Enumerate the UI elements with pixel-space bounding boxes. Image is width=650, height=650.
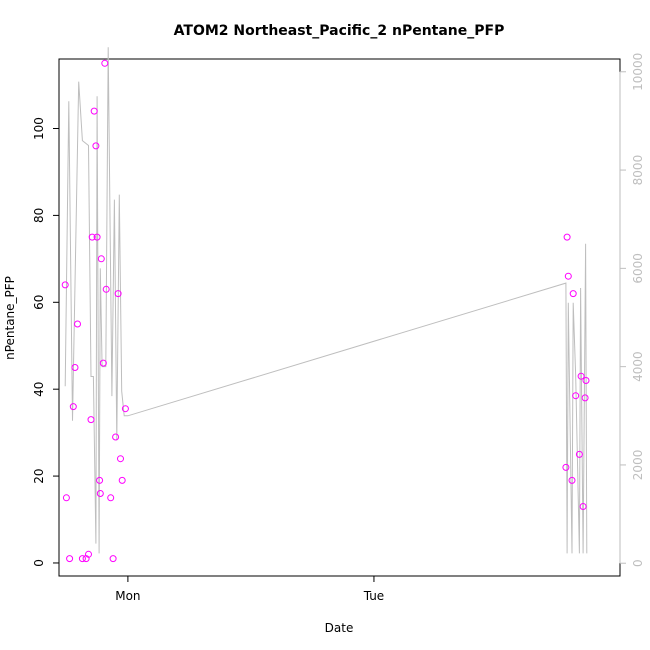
series-0-point-10 xyxy=(88,233,96,241)
y-tick-label-3: 60 xyxy=(32,295,46,310)
y-axis-label: nPentane_PFP xyxy=(3,276,17,360)
series-0-point-17 xyxy=(99,359,107,367)
series-0-point-31 xyxy=(569,290,577,298)
series-0-point-20 xyxy=(107,494,115,502)
series-0-point-15 xyxy=(96,490,104,497)
series-0-point-4 xyxy=(71,364,79,371)
y2-tick-label-4: 8000 xyxy=(631,155,645,186)
y-axis-left: 0 20 40 60 80 100 xyxy=(32,117,59,567)
x-tick-label-1: Tue xyxy=(363,589,385,603)
series-0-point-6 xyxy=(78,555,86,563)
series-0-point-5 xyxy=(74,320,81,328)
series-0-point-16 xyxy=(97,255,105,263)
series-0-point-32 xyxy=(572,392,580,400)
series-1-line xyxy=(64,47,588,554)
x-tick-label-0: Mon xyxy=(115,589,140,603)
y-axis-right: 0 2000 4000 6000 8000 10000 xyxy=(619,53,645,567)
series-0-point-35 xyxy=(579,503,587,510)
series-0-point-1 xyxy=(62,494,70,502)
series-0-point-37 xyxy=(582,377,590,384)
series-0-point-25 xyxy=(118,476,126,484)
series-layer xyxy=(61,47,590,563)
series-0-point-8 xyxy=(85,550,92,558)
x-axis-label: Date xyxy=(325,621,354,635)
series-0-point-18 xyxy=(101,59,109,67)
series-0-point-30 xyxy=(568,476,576,484)
chart-title: ATOM2 Northeast_Pacific_2 nPentane_PFP xyxy=(174,23,505,39)
y2-tick-label-0: 0 xyxy=(631,559,645,567)
series-0-point-29 xyxy=(564,272,572,280)
y-tick-label-0: 0 xyxy=(32,559,46,567)
series-0-point-9 xyxy=(87,416,95,424)
y-tick-label-1: 20 xyxy=(32,468,46,483)
y2-tick-label-1: 2000 xyxy=(631,450,645,481)
series-0-point-34 xyxy=(577,372,585,380)
series-0-point-26 xyxy=(121,405,129,413)
series-0-point-21 xyxy=(109,555,117,563)
plot-frame xyxy=(58,58,621,577)
series-0-point-2 xyxy=(66,555,74,563)
series-0-point-22 xyxy=(112,433,120,441)
series-0-point-36 xyxy=(581,394,589,402)
series-0-point-27 xyxy=(562,463,570,471)
series-0-point-0 xyxy=(61,281,69,289)
y-tick-label-5: 100 xyxy=(32,117,46,140)
series-0-point-24 xyxy=(117,455,124,463)
y2-tick-label-3: 6000 xyxy=(631,253,645,284)
y2-tick-label-2: 4000 xyxy=(631,351,645,382)
series-0-point-12 xyxy=(92,142,100,150)
series-0-point-23 xyxy=(114,290,122,298)
series-0-point-28 xyxy=(563,233,571,241)
y-tick-label-4: 80 xyxy=(32,208,46,223)
series-0-point-3 xyxy=(69,403,77,411)
y2-tick-label-5: 10000 xyxy=(631,53,645,91)
x-axis: Mon Tue xyxy=(115,576,384,603)
series-0-point-13 xyxy=(93,233,101,241)
series-0-point-14 xyxy=(96,476,104,484)
series-0-point-11 xyxy=(90,107,98,115)
series-0-point-19 xyxy=(102,285,110,293)
series-0-point-33 xyxy=(575,450,583,458)
y-tick-label-2: 40 xyxy=(32,382,46,397)
